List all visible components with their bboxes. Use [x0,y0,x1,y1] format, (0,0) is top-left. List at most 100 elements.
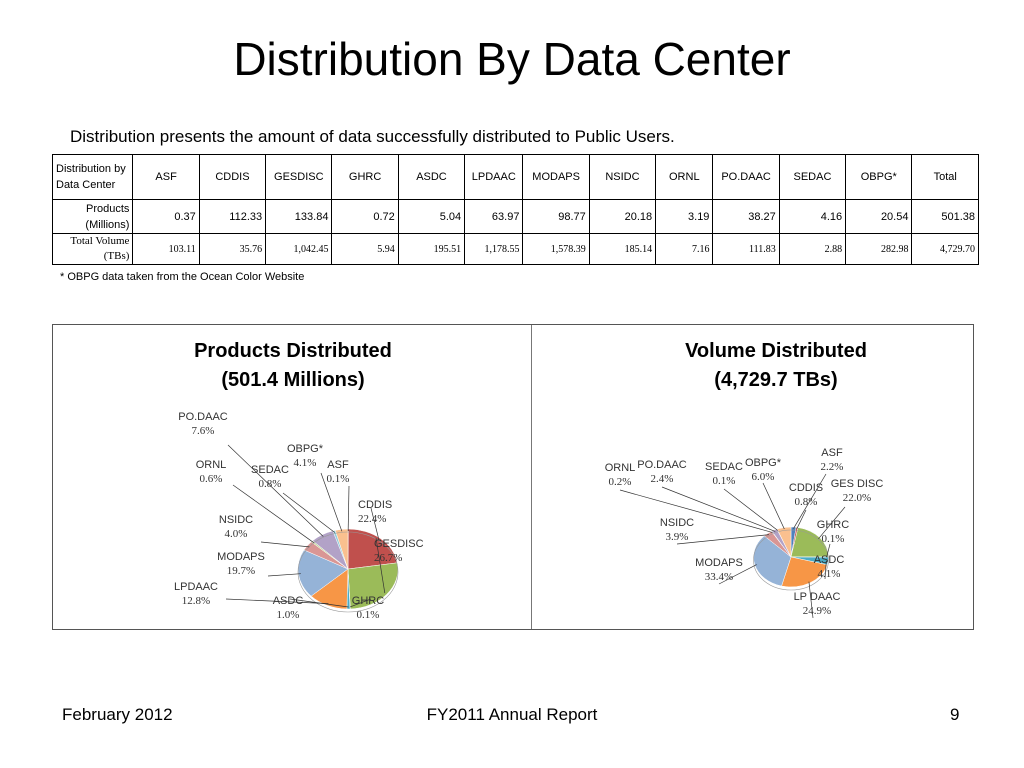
leader-line-sedac [282,492,335,533]
table-column-header: LPDAAC [464,154,524,200]
slice-label-obpg: OBPG* [745,457,782,469]
leader-line-ghrc [826,543,831,558]
slice-value-nsidc: 4.0% [225,528,248,540]
slice-label-asdc: ASDC [814,554,845,566]
slice-label-lp-daac: LP DAAC [794,591,841,603]
products-pie-chart: Products Distributed (501.4 Millions) ASF 0… [174,340,424,621]
table-cell: 4.16 [778,199,847,234]
table-row: Total Volume (TBs) 103.11 35.76 1,042.45… [51,233,979,265]
table-cell: 20.54 [845,199,913,234]
leader-line-asdc [824,560,827,580]
leader-line-lpdaac [225,598,329,604]
pie-depth-edge [753,529,829,591]
slice-value-asf: 0.1% [327,473,350,485]
slice-value-ghrc: 0.1% [822,533,845,545]
pie-slice-ges-disc [790,527,829,558]
leader-line-po-daac [661,486,776,532]
chart-subtitle: (501.4 Millions) [221,369,364,391]
chart-subtitle: (4,729.7 TBs) [714,369,837,391]
slice-value-sedac: 0.1% [713,475,736,487]
slice-value-cddis: 0.8% [795,496,818,508]
slice-value-modaps: 33.4% [705,571,733,583]
table-cell: 0.37 [132,199,200,234]
footer-page-number: 9 [950,705,960,724]
table-cell: 1,042.45 [265,233,333,265]
footer-date: February 2012 [62,705,173,724]
slice-value-obpg: 4.1% [294,457,317,469]
table-header-row: Distribution by Data Center ASF CDDIS GE… [51,154,979,200]
slice-label-sedac: SEDAC [251,464,289,476]
table-column-header: SEDAC [778,154,847,200]
table-cell: 3.19 [655,199,714,234]
leader-line-ges-disc [818,506,846,540]
table-cell: 111.83 [712,233,780,265]
slice-label-modaps: MODAPS [695,557,743,569]
table-cell: 133.84 [265,199,333,234]
charts-divider [531,325,532,629]
leader-line-sedac [723,488,779,531]
slice-label-obpg: OBPG* [287,443,324,455]
leader-line-modaps [267,573,301,577]
leader-line-obpg [320,472,343,532]
table-cell: 1,578.39 [522,233,590,265]
table-cell: 5.94 [331,233,399,265]
table-column-header: ORNL [655,154,714,200]
table-cell: 20.18 [588,199,657,234]
slice-label-ges-disc: GES DISC [831,478,884,490]
slice-value-obpg: 6.0% [752,471,775,483]
slice-label-asf: ASF [327,459,349,471]
leader-line-obpg [762,482,785,530]
leader-line-modaps [718,564,757,585]
table-footnote: * OBPG data taken from the Ocean Color W… [60,271,305,283]
slide-subtitle: Distribution presents the amount of data… [70,127,675,146]
leader-line-asf [793,473,827,529]
table-column-header: OBPG* [845,154,913,200]
leader-line-nsidc [676,534,769,545]
slice-value-po-daac: 7.6% [192,425,215,437]
distribution-table: Distribution by Data Center ASF CDDIS GE… [51,154,979,265]
slice-label-ornl: ORNL [196,459,227,471]
slice-value-nsidc: 3.9% [666,531,689,543]
table-column-header: GESDISC [265,154,333,200]
slice-label-po-daac: PO.DAAC [637,459,687,471]
table-row: Products (Millions) 0.37 112.33 133.84 0… [51,199,979,234]
leader-line-gesdisc [375,537,386,594]
slice-label-cddis: CDDIS [358,499,392,511]
table-column-header: CDDIS [198,154,267,200]
slice-value-asdc: 1.0% [277,609,300,621]
footer-report-name: FY2011 Annual Report [426,705,598,724]
slice-label-ornl: ORNL [605,462,636,474]
table-column-header: Total [911,154,979,200]
table-cell: 501.38 [911,199,979,234]
slice-label-nsidc: NSIDC [660,517,694,529]
pie-slice-cddis [347,528,398,570]
slice-value-ornl: 0.2% [609,476,632,488]
table-cell: 195.51 [397,233,466,265]
leader-line-ghrc [349,598,372,608]
leader-line-ornl [619,489,773,533]
leader-line-po-daac [227,444,324,537]
slice-value-ghrc: 0.1% [357,609,380,621]
table-cell: 185.14 [588,233,657,265]
table-column-header: GHRC [331,154,399,200]
leader-line-asf [347,485,350,532]
table-cell: 112.33 [198,199,267,234]
slice-label-cddis: CDDIS [789,482,823,494]
slice-label-ghrc: GHRC [817,519,849,531]
slice-label-po-daac: PO.DAAC [178,411,228,423]
chart-title: Volume Distributed [685,340,867,362]
slice-value-sedac: 0.8% [259,478,282,490]
pie-slices [753,526,829,588]
slice-value-lpdaac: 12.8% [182,595,210,607]
table-column-header: NSIDC [588,154,657,200]
slice-value-asf: 2.2% [821,461,844,473]
slice-value-ornl: 0.6% [200,473,223,485]
leader-line-ornl [232,484,314,543]
slice-value-gesdisc: 26.7% [374,552,402,564]
table-cell: 103.11 [132,233,200,265]
leader-line-lp-daac [808,581,814,619]
table-header-label: Distribution by Data Center [51,154,134,200]
table-column-header: ASF [132,154,200,200]
table-cell: 0.72 [331,199,399,234]
slice-value-po-daac: 2.4% [651,473,674,485]
